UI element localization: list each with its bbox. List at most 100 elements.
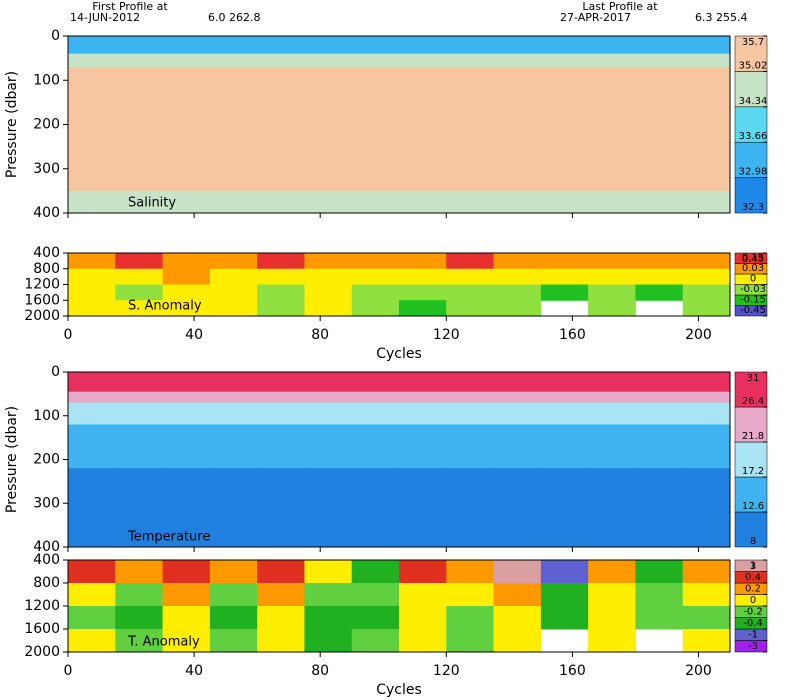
- y-tick-label: 1200: [24, 598, 60, 614]
- heat-cell: [304, 89, 353, 148]
- heat-cell: [635, 468, 684, 517]
- heat-cell: [68, 560, 116, 584]
- heat-cell: [446, 391, 495, 404]
- heat-cell: [635, 516, 684, 548]
- heat-cell: [68, 468, 116, 517]
- y-tick-label: 1200: [24, 277, 60, 293]
- colorbar-label: 0.15: [742, 253, 764, 264]
- heat-cell: [209, 402, 258, 425]
- colorbar-label: 32.3: [742, 202, 764, 213]
- heat-cell: [493, 89, 542, 148]
- heat-cell: [682, 53, 731, 68]
- heat-cell: [493, 516, 542, 548]
- heat-cell: [493, 66, 542, 90]
- heat-cell: [635, 190, 684, 214]
- y-tick-label: 1600: [24, 621, 60, 637]
- heat-cell: [399, 66, 447, 90]
- first-pos: 6.0 262.8: [208, 11, 260, 24]
- heat-cell: [257, 253, 305, 270]
- heat-cell: [399, 583, 447, 607]
- heat-cell: [540, 424, 589, 469]
- x-tick-label: 160: [559, 663, 586, 679]
- heat-cell: [162, 36, 211, 55]
- x-axis-label: Cycles: [376, 682, 422, 698]
- colorbar-label: 0.2: [745, 584, 761, 595]
- y-tick-label: 300: [33, 161, 60, 177]
- y-tick-label: 400: [33, 245, 60, 261]
- heat-cell: [540, 253, 589, 270]
- heat-cell: [115, 268, 164, 285]
- heat-cell: [588, 391, 636, 404]
- heat-cell: [493, 402, 542, 425]
- heat-cell: [209, 66, 258, 90]
- colorbar-label: 8: [750, 536, 756, 547]
- heat-cell: [304, 146, 353, 192]
- heat-cell: [68, 268, 116, 285]
- heat-cell: [493, 629, 542, 653]
- heat-cell: [68, 146, 116, 192]
- heat-cell: [399, 36, 447, 55]
- heat-cell: [399, 424, 447, 469]
- heat-cell: [162, 606, 211, 630]
- heat-cell: [493, 253, 542, 270]
- heat-cell: [304, 253, 353, 270]
- heat-cell: [446, 402, 495, 425]
- heat-cell: [635, 268, 684, 285]
- x-tick-label: 40: [185, 663, 203, 679]
- heat-cell: [68, 629, 116, 653]
- heat-cell: [588, 190, 636, 214]
- y-tick-label: 2000: [24, 644, 60, 660]
- heat-cell: [399, 53, 447, 68]
- heat-cell: [399, 146, 447, 192]
- heat-cell: [446, 253, 495, 270]
- heat-cell: [682, 560, 731, 584]
- heat-cell: [162, 190, 211, 214]
- heat-cell: [162, 268, 211, 285]
- heat-cell: [209, 629, 258, 653]
- heat-cell: [304, 606, 353, 630]
- heat-cell: [540, 391, 589, 404]
- heat-cell: [588, 89, 636, 148]
- heat-cell: [446, 516, 495, 548]
- heat-cell: [446, 89, 495, 148]
- heat-cell: [635, 284, 684, 301]
- heat-cell: [635, 402, 684, 425]
- heat-cell: [351, 629, 400, 653]
- heat-cell: [209, 146, 258, 192]
- heat-cell: [493, 468, 542, 517]
- heat-cell: [115, 560, 164, 584]
- heat-cell: [68, 89, 116, 148]
- heat-cell: [351, 284, 400, 301]
- colorbar-label: -1: [748, 630, 758, 641]
- heat-cell: [209, 560, 258, 584]
- heat-cell: [588, 268, 636, 285]
- heat-cell: [68, 372, 116, 393]
- heat-cell: [162, 146, 211, 192]
- heat-cell: [493, 268, 542, 285]
- heat-cell: [209, 268, 258, 285]
- heat-cell: [351, 146, 400, 192]
- colorbar-label: -3: [748, 641, 758, 652]
- heat-cell: [588, 253, 636, 270]
- heat-cell: [682, 516, 731, 548]
- x-tick-label: 120: [433, 663, 460, 679]
- colorbar-band: [734, 252, 768, 264]
- heat-cell: [304, 53, 353, 68]
- heat-cell: [304, 268, 353, 285]
- heat-cell: [540, 516, 589, 548]
- heat-cell: [162, 253, 211, 270]
- heat-cell: [540, 89, 589, 148]
- heat-cell: [257, 391, 305, 404]
- heat-cell: [446, 284, 495, 301]
- heat-cell: [351, 424, 400, 469]
- heat-cell: [209, 53, 258, 68]
- heat-cell: [588, 583, 636, 607]
- heat-cell: [682, 402, 731, 425]
- heat-cell: [304, 372, 353, 393]
- heat-cell: [162, 516, 211, 548]
- heat-cell: [115, 89, 164, 148]
- heat-cell: [399, 391, 447, 404]
- x-tick-label: 200: [685, 327, 712, 343]
- colorbar-label: 12.6: [742, 501, 764, 512]
- heat-cell: [304, 468, 353, 517]
